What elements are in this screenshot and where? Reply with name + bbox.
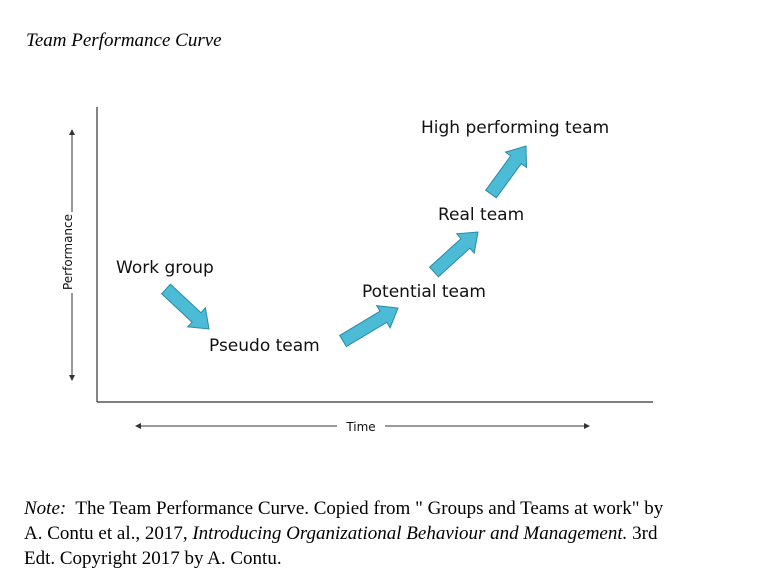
arrow-work-to-pseudo [160, 283, 210, 330]
arrow-pseudo-to-potential [339, 304, 399, 348]
note-line-2-post: 3rd [627, 523, 658, 544]
note-line-2: A. Contu et al., 2017, Introducing Organ… [24, 521, 764, 546]
note-line-3: Edt. Copyright 2017 by A. Contu. [24, 548, 282, 569]
y-axis-label: Performance [61, 214, 75, 290]
figure-note: Note: The Team Performance Curve. Copied… [24, 496, 764, 571]
note-label: Note: [24, 498, 67, 519]
stage-label-potential-team: Potential team [362, 282, 486, 302]
note-line-1: Note: The Team Performance Curve. Copied… [24, 496, 764, 521]
note-book-title: Introducing Organizational Behaviour and… [192, 523, 628, 544]
arrow-potential-to-real [428, 231, 479, 278]
x-axis-label: Time [345, 420, 375, 434]
stage-label-work-group: Work group [116, 258, 214, 278]
stage-label-high-performing-team: High performing team [421, 118, 609, 138]
figure-title: Team Performance Curve [26, 30, 222, 51]
arrow-real-to-high [484, 145, 528, 199]
note-line-2-pre: A. Contu et al., 2017, [24, 523, 193, 544]
stage-label-real-team: Real team [438, 205, 524, 225]
note-line-1-text: The Team Performance Curve. Copied from … [75, 498, 664, 519]
stage-label-pseudo-team: Pseudo team [209, 336, 320, 356]
